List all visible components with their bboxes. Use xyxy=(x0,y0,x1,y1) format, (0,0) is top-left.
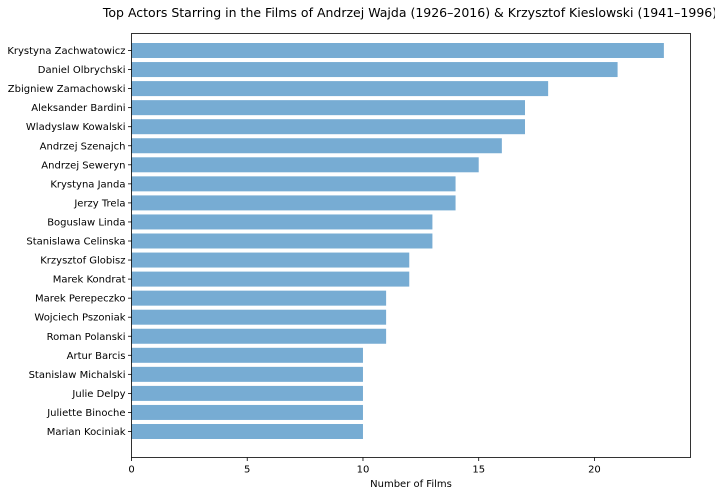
y-tick-label: Marek Perepeczko xyxy=(35,294,125,305)
x-axis: 0 5 10 15 20 xyxy=(128,457,601,476)
x-tick-label: 0 xyxy=(128,465,134,476)
y-tick-label: Jerzy Trela xyxy=(73,198,125,209)
y-tick-label: Roman Polanski xyxy=(47,332,126,343)
y-tick-label: Zbigniew Zamachowski xyxy=(8,84,126,95)
x-axis-label: Number of Films xyxy=(370,479,452,490)
y-tick-label: Daniel Olbrychski xyxy=(38,65,126,76)
chart-title: Top Actors Starring in the Films of Andr… xyxy=(102,5,715,20)
bar xyxy=(131,176,456,192)
bar xyxy=(131,309,387,325)
y-tick-label: Stanislaw Michalski xyxy=(29,370,126,381)
bar xyxy=(131,62,618,78)
bar xyxy=(131,328,387,344)
y-tick-label: Julie Delpy xyxy=(71,389,125,400)
y-tick-label: Wojciech Pszoniak xyxy=(34,313,125,324)
bar xyxy=(131,233,433,249)
bar xyxy=(131,404,363,420)
bar xyxy=(131,252,410,268)
y-tick-label: Artur Barcis xyxy=(67,351,126,362)
bar xyxy=(131,119,525,135)
x-tick-label: 15 xyxy=(472,465,485,476)
y-tick-label: Krystyna Janda xyxy=(50,179,125,190)
y-tick-label: Andrzej Szenajch xyxy=(40,141,126,152)
y-tick-label: Stanislawa Celinska xyxy=(26,237,125,248)
bar xyxy=(131,366,363,382)
bar xyxy=(131,195,456,211)
bar xyxy=(131,271,410,287)
y-tick-label: Andrzej Seweryn xyxy=(41,160,125,171)
bar xyxy=(131,347,363,363)
y-tick-label: Krystyna Zachwatowicz xyxy=(7,46,125,57)
y-tick-label: Aleksander Bardini xyxy=(31,103,125,114)
y-tick-label: Marek Kondrat xyxy=(53,275,126,286)
bars-group xyxy=(131,43,664,439)
bar xyxy=(131,214,433,230)
x-tick-label: 20 xyxy=(588,465,601,476)
bar xyxy=(131,157,479,173)
y-tick-label: Juliette Binoche xyxy=(46,408,125,419)
bar xyxy=(131,138,502,154)
bar xyxy=(131,100,525,116)
y-tick-label: Krzysztof Globisz xyxy=(40,256,125,267)
bar xyxy=(131,290,387,306)
y-tick-label: Marian Kociniak xyxy=(47,427,126,438)
bar xyxy=(131,424,363,439)
y-axis: Krystyna Zachwatowicz Daniel Olbrychski Zb… xyxy=(7,46,132,438)
x-tick-label: 5 xyxy=(244,465,250,476)
y-tick-label: Boguslaw Linda xyxy=(47,217,125,228)
bar xyxy=(131,385,363,401)
plot-frame xyxy=(131,33,691,458)
bar xyxy=(131,43,664,58)
bar xyxy=(131,81,549,97)
y-tick-label: Wladyslaw Kowalski xyxy=(26,122,126,133)
x-tick-label: 10 xyxy=(357,465,370,476)
